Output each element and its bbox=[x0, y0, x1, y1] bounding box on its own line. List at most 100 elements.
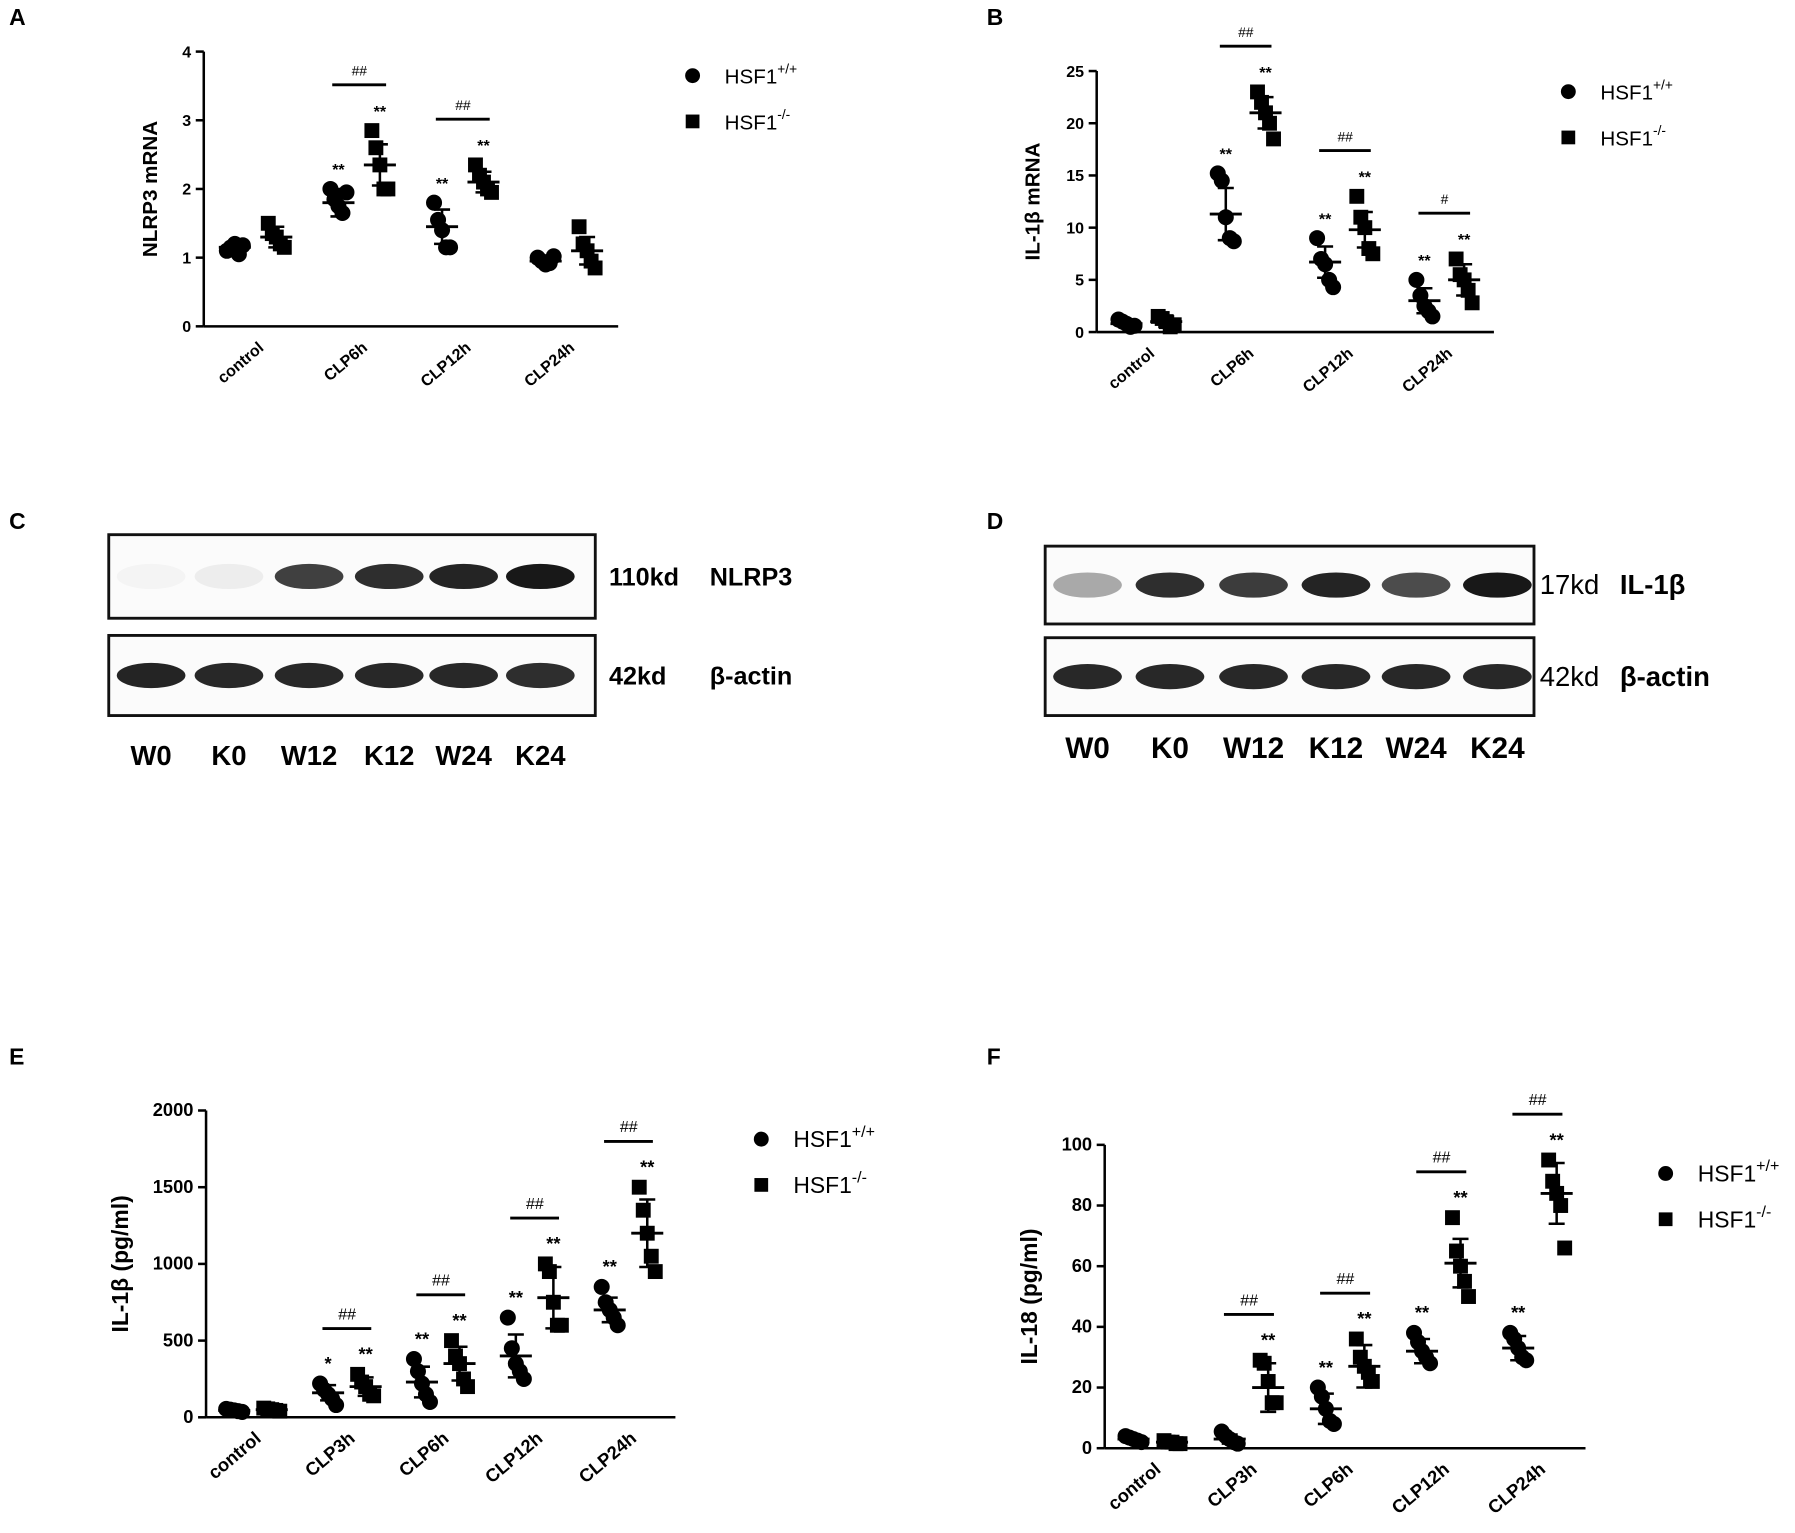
x-tick-label: CLP12h bbox=[1387, 1458, 1453, 1518]
data-point bbox=[1408, 271, 1425, 288]
lane-label: K24 bbox=[515, 740, 566, 771]
lane-label: W12 bbox=[281, 740, 337, 771]
blot-band bbox=[116, 662, 186, 689]
blot-band bbox=[1053, 664, 1122, 690]
blot-band bbox=[1053, 572, 1122, 598]
error-bar bbox=[1164, 1439, 1181, 1445]
data-point bbox=[553, 1317, 569, 1333]
data-point bbox=[1448, 251, 1464, 267]
error-bar bbox=[579, 235, 596, 266]
x-tick-label: CLP12h bbox=[481, 1427, 547, 1487]
legend-marker bbox=[1658, 1212, 1673, 1227]
error-bar bbox=[357, 1376, 374, 1398]
legend-superscript: -/- bbox=[1653, 123, 1666, 138]
y-tick-label: 1 bbox=[182, 249, 191, 267]
significance-label: ** bbox=[1511, 1302, 1526, 1323]
y-tick-label: 2000 bbox=[153, 1099, 194, 1120]
significance-label: ** bbox=[452, 1310, 467, 1331]
comparison-label: ## bbox=[620, 1118, 639, 1136]
x-tick-label: CLP24h bbox=[521, 339, 578, 391]
y-tick-label: 0 bbox=[1075, 324, 1084, 342]
panel-label: A bbox=[9, 4, 26, 30]
blot-band bbox=[194, 563, 264, 590]
comparison-label: # bbox=[1440, 192, 1448, 207]
significance-label: ** bbox=[1458, 231, 1471, 249]
comparison-label: ## bbox=[1337, 129, 1353, 144]
blot-protein: IL-1β bbox=[1620, 569, 1686, 600]
panel-label: E bbox=[9, 1044, 24, 1070]
data-point bbox=[1268, 1395, 1284, 1411]
data-point bbox=[1365, 246, 1381, 262]
data-point bbox=[1541, 1152, 1557, 1168]
error-bar bbox=[226, 1407, 243, 1414]
comparison-label: ## bbox=[526, 1195, 545, 1213]
error-bar bbox=[320, 1383, 337, 1402]
blot-size: 42kd bbox=[1540, 661, 1600, 692]
error-bar bbox=[507, 1333, 524, 1379]
significance-label: ** bbox=[1259, 64, 1272, 82]
data-point bbox=[338, 184, 355, 201]
panel-label: B bbox=[987, 4, 1004, 30]
error-bar bbox=[268, 225, 285, 249]
panel-label: C bbox=[9, 508, 26, 534]
error-bar bbox=[1217, 186, 1234, 242]
significance-label: ** bbox=[374, 103, 387, 121]
x-tick-label: CLP6h bbox=[320, 339, 370, 385]
legend-marker bbox=[754, 1178, 769, 1192]
data-point bbox=[1266, 131, 1281, 147]
error-bar bbox=[1510, 1334, 1527, 1362]
error-bar bbox=[639, 1198, 656, 1269]
x-tick-label: CLP24h bbox=[1399, 344, 1456, 396]
y-tick-label: 5 bbox=[1075, 272, 1084, 290]
y-tick-label: 1500 bbox=[153, 1176, 194, 1197]
error-bar bbox=[1456, 262, 1473, 297]
significance-label: ** bbox=[477, 137, 490, 155]
error-bar bbox=[1257, 95, 1274, 130]
legend-superscript: -/- bbox=[1756, 1203, 1771, 1221]
legend-name: HSF1 bbox=[1698, 1160, 1756, 1186]
data-point bbox=[571, 219, 587, 235]
lane-label: K24 bbox=[1470, 732, 1525, 765]
blot-band bbox=[1219, 664, 1288, 690]
legend-name: HSF1 bbox=[725, 66, 778, 89]
significance-label: ** bbox=[1418, 252, 1431, 270]
x-tick-label: CLP24h bbox=[1483, 1458, 1549, 1518]
y-tick-label: 15 bbox=[1066, 167, 1084, 185]
error-bar bbox=[226, 240, 243, 255]
blot-band bbox=[354, 563, 424, 590]
error-bar bbox=[1356, 210, 1373, 249]
x-tick-label: control bbox=[214, 339, 267, 388]
y-tick-label: 10 bbox=[1066, 219, 1084, 237]
error-bar bbox=[371, 143, 388, 187]
x-tick-label: CLP6h bbox=[395, 1427, 453, 1480]
significance-label: ** bbox=[436, 175, 449, 193]
x-tick-label: control bbox=[1105, 344, 1158, 393]
significance-label: ** bbox=[1319, 210, 1332, 228]
legend-marker bbox=[753, 1131, 769, 1147]
y-tick-label: 80 bbox=[1072, 1194, 1092, 1215]
data-point bbox=[593, 1278, 610, 1295]
blot-band bbox=[117, 564, 186, 589]
x-tick-label: CLP3h bbox=[301, 1427, 359, 1480]
blot-band bbox=[194, 662, 264, 689]
blot-band bbox=[1301, 572, 1371, 598]
blot-protein: β-actin bbox=[710, 663, 793, 691]
comparison-label: ## bbox=[1240, 1291, 1259, 1309]
legend-label: HSF1-/- bbox=[725, 107, 791, 134]
y-axis-label: IL-1β mRNA bbox=[1021, 143, 1044, 261]
comparison-label: ## bbox=[1336, 1270, 1355, 1288]
legend-superscript: -/- bbox=[852, 1169, 867, 1187]
legend-label: HSF1-/- bbox=[1698, 1203, 1772, 1232]
legend-label: HSF1-/- bbox=[1600, 123, 1666, 150]
blot-band bbox=[1381, 664, 1451, 690]
data-point bbox=[499, 1309, 516, 1326]
data-point bbox=[1461, 1289, 1476, 1304]
x-tick-label: CLP6h bbox=[1299, 1458, 1357, 1511]
y-tick-label: 25 bbox=[1066, 63, 1084, 81]
error-bar bbox=[1356, 1343, 1373, 1389]
data-point bbox=[1309, 230, 1326, 247]
significance-label: ** bbox=[1453, 1187, 1468, 1208]
y-tick-label: 20 bbox=[1066, 115, 1084, 133]
error-bar bbox=[1260, 1362, 1277, 1414]
significance-label: * bbox=[325, 1353, 333, 1374]
